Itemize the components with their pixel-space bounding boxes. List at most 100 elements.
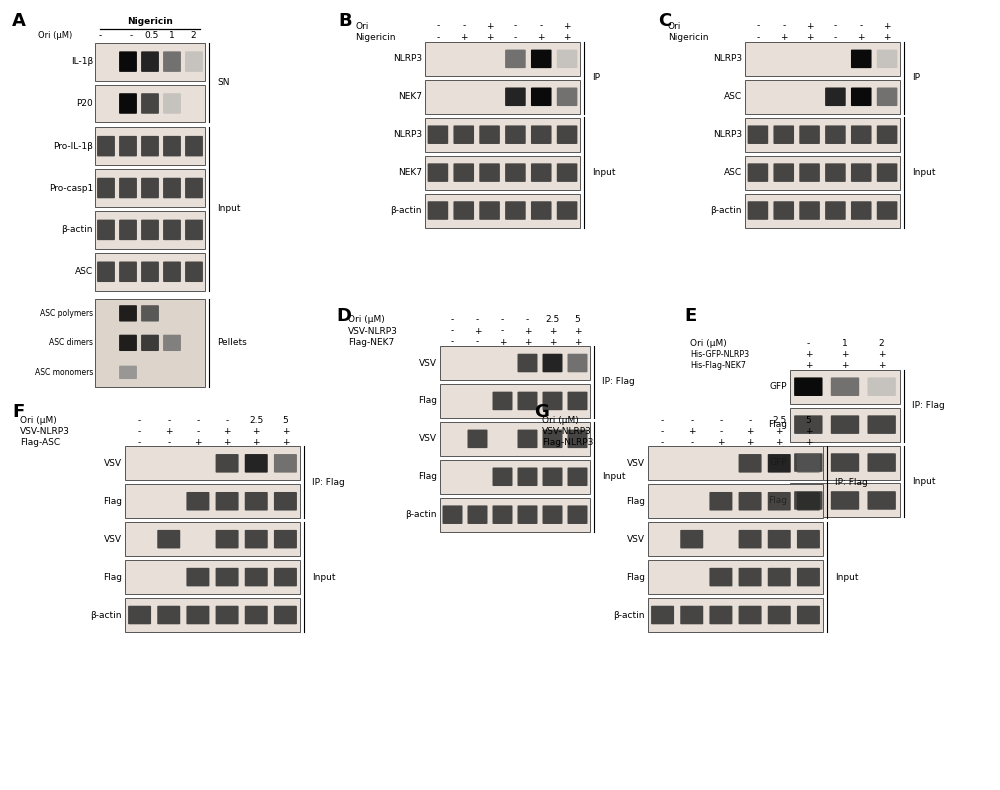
FancyBboxPatch shape xyxy=(799,164,820,182)
FancyBboxPatch shape xyxy=(531,164,552,182)
FancyBboxPatch shape xyxy=(185,136,203,156)
Text: +: + xyxy=(538,32,545,42)
FancyBboxPatch shape xyxy=(680,606,703,624)
Text: Input: Input xyxy=(602,472,626,481)
Bar xyxy=(790,446,900,480)
FancyBboxPatch shape xyxy=(479,126,500,144)
FancyBboxPatch shape xyxy=(163,261,181,282)
FancyBboxPatch shape xyxy=(119,51,137,72)
Text: Flag: Flag xyxy=(418,397,437,405)
Text: +: + xyxy=(883,21,891,31)
FancyBboxPatch shape xyxy=(739,492,762,510)
Text: +: + xyxy=(549,337,556,347)
Bar xyxy=(95,253,205,291)
Text: G: G xyxy=(534,403,549,421)
FancyBboxPatch shape xyxy=(468,430,488,448)
Text: Flag: Flag xyxy=(626,573,645,581)
FancyBboxPatch shape xyxy=(877,88,897,106)
FancyBboxPatch shape xyxy=(518,430,538,448)
Text: +: + xyxy=(776,427,783,436)
Text: Input: Input xyxy=(217,205,241,213)
FancyBboxPatch shape xyxy=(128,606,151,624)
Text: 2.5: 2.5 xyxy=(772,416,786,425)
Text: -: - xyxy=(782,21,785,31)
Text: NLRP3: NLRP3 xyxy=(713,55,742,63)
Text: +: + xyxy=(841,350,849,359)
FancyBboxPatch shape xyxy=(186,606,209,624)
FancyBboxPatch shape xyxy=(216,492,239,510)
FancyBboxPatch shape xyxy=(748,201,768,220)
FancyBboxPatch shape xyxy=(518,506,538,524)
Text: +: + xyxy=(524,326,531,336)
FancyBboxPatch shape xyxy=(274,530,297,548)
FancyBboxPatch shape xyxy=(877,164,897,182)
Text: +: + xyxy=(805,427,812,436)
Text: SN: SN xyxy=(217,78,230,87)
Text: +: + xyxy=(486,32,493,42)
FancyBboxPatch shape xyxy=(797,454,820,472)
FancyBboxPatch shape xyxy=(428,126,448,144)
FancyBboxPatch shape xyxy=(739,606,762,624)
FancyBboxPatch shape xyxy=(428,164,448,182)
FancyBboxPatch shape xyxy=(567,392,587,410)
FancyBboxPatch shape xyxy=(492,468,512,486)
Text: -: - xyxy=(436,32,440,42)
FancyBboxPatch shape xyxy=(453,164,474,182)
FancyBboxPatch shape xyxy=(518,392,538,410)
Text: Pellets: Pellets xyxy=(217,338,247,348)
Text: +: + xyxy=(717,438,725,447)
FancyBboxPatch shape xyxy=(119,93,137,114)
FancyBboxPatch shape xyxy=(794,416,823,434)
FancyBboxPatch shape xyxy=(531,88,552,106)
FancyBboxPatch shape xyxy=(739,568,762,586)
Bar xyxy=(125,446,300,480)
FancyBboxPatch shape xyxy=(185,51,203,72)
FancyBboxPatch shape xyxy=(185,178,203,198)
Text: -: - xyxy=(661,427,664,436)
Text: ASC dimers: ASC dimers xyxy=(49,338,93,348)
FancyBboxPatch shape xyxy=(709,606,732,624)
FancyBboxPatch shape xyxy=(794,491,823,510)
FancyBboxPatch shape xyxy=(119,136,137,156)
Text: GFP: GFP xyxy=(770,382,787,391)
FancyBboxPatch shape xyxy=(119,335,137,351)
Text: -: - xyxy=(98,31,102,40)
Text: His-Flag-NEK7: His-Flag-NEK7 xyxy=(690,361,746,371)
FancyBboxPatch shape xyxy=(542,468,562,486)
Text: F: F xyxy=(12,403,24,421)
FancyBboxPatch shape xyxy=(851,126,872,144)
Bar xyxy=(440,384,590,418)
Text: Nigericin: Nigericin xyxy=(668,32,708,42)
Text: Pro-IL-1β: Pro-IL-1β xyxy=(53,141,93,151)
Text: +: + xyxy=(574,326,581,336)
Text: +: + xyxy=(563,21,571,31)
FancyBboxPatch shape xyxy=(768,492,791,510)
Text: +: + xyxy=(252,427,260,436)
Text: β-actin: β-actin xyxy=(406,510,437,519)
Text: ASC: ASC xyxy=(75,267,93,276)
Bar xyxy=(440,498,590,532)
Text: ASC: ASC xyxy=(724,92,742,101)
Text: β-actin: β-actin xyxy=(62,225,93,235)
Bar xyxy=(95,169,205,207)
FancyBboxPatch shape xyxy=(867,378,896,396)
Text: +: + xyxy=(223,427,231,436)
Text: -: - xyxy=(476,337,479,347)
FancyBboxPatch shape xyxy=(739,454,762,472)
Text: Flag: Flag xyxy=(103,497,122,506)
FancyBboxPatch shape xyxy=(531,201,552,220)
Text: +: + xyxy=(805,438,812,447)
FancyBboxPatch shape xyxy=(163,178,181,198)
Text: +: + xyxy=(805,361,812,371)
FancyBboxPatch shape xyxy=(245,454,268,472)
Text: 5: 5 xyxy=(283,416,288,425)
FancyBboxPatch shape xyxy=(542,392,562,410)
Text: +: + xyxy=(878,361,885,371)
Text: Flag-NEK7: Flag-NEK7 xyxy=(348,337,394,347)
FancyBboxPatch shape xyxy=(216,530,239,548)
FancyBboxPatch shape xyxy=(851,201,872,220)
FancyBboxPatch shape xyxy=(831,453,859,472)
Text: P20: P20 xyxy=(76,99,93,108)
Text: -: - xyxy=(436,21,440,31)
FancyBboxPatch shape xyxy=(245,492,268,510)
